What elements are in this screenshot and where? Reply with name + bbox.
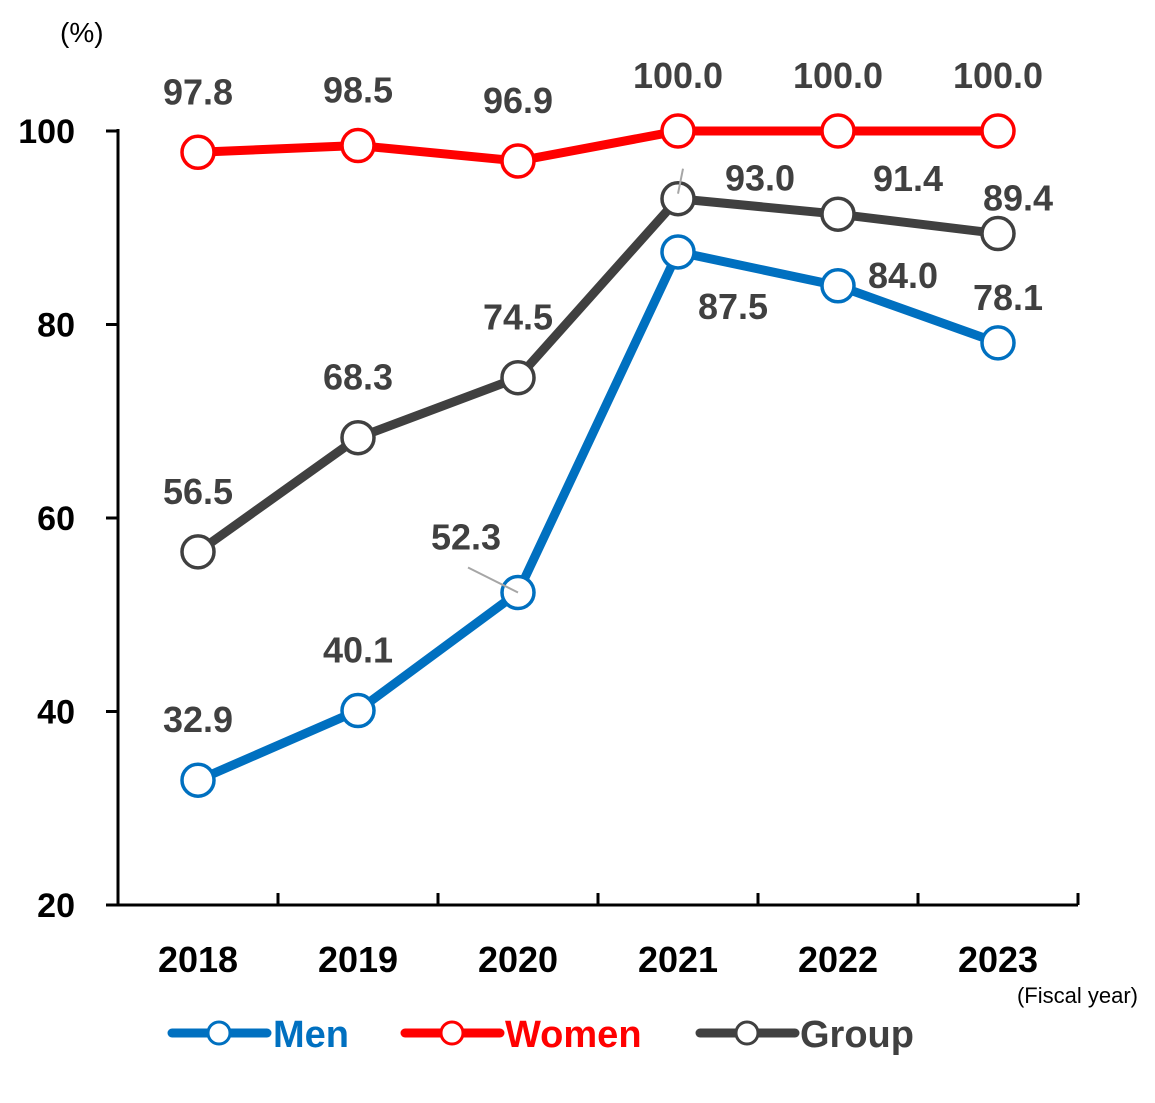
series-line-group: [193, 194, 1003, 557]
legend-label-men: Men: [273, 1014, 349, 1056]
data-point-men: [660, 234, 696, 270]
legend-marker-men: [206, 1020, 232, 1046]
y-tick-label: 100: [18, 113, 75, 151]
data-label-women: 97.8: [163, 71, 233, 112]
data-label-men: 78.1: [973, 277, 1043, 318]
data-point-men: [180, 762, 216, 798]
data-point-women: [180, 134, 216, 171]
data-point-women: [340, 127, 376, 164]
leader-line-group: [677, 168, 684, 194]
data-point-group: [660, 180, 696, 217]
data-point-women: [500, 143, 536, 179]
data-label-men: 32.9: [163, 699, 233, 740]
data-point-group: [180, 534, 216, 570]
data-label-group: 68.3: [323, 357, 393, 398]
x-axis-unit-label: (Fiscal year): [1017, 983, 1138, 1008]
data-point-group: [500, 359, 536, 396]
data-point-men: [340, 692, 376, 729]
data-label-group: 74.5: [483, 297, 553, 338]
data-label-women: 96.9: [483, 80, 553, 121]
data-label-group: 56.5: [163, 471, 233, 512]
data-label-men: 87.5: [698, 286, 768, 327]
data-label-women: 100.0: [633, 55, 723, 96]
x-tick-label: 2021: [638, 939, 718, 980]
data-point-women: [980, 113, 1016, 149]
data-label-men: 40.1: [323, 630, 393, 671]
data-label-women: 100.0: [793, 55, 883, 96]
data-point-group: [340, 419, 376, 456]
series-layer: [180, 113, 1016, 798]
data-label-group: 93.0: [725, 158, 795, 199]
data-point-men: [820, 268, 856, 304]
legend-label-group: Group: [800, 1014, 914, 1056]
legend-marker-group: [734, 1020, 760, 1046]
data-label-women: 98.5: [323, 70, 393, 111]
legend-label-women: Women: [505, 1014, 642, 1056]
x-tick-label: 2022: [798, 939, 878, 980]
data-label-men: 52.3: [431, 516, 501, 557]
y-tick-label: 60: [37, 500, 75, 538]
y-axis-unit-label: (%): [60, 17, 104, 48]
series-line-women: [193, 126, 1003, 166]
x-tick-label: 2020: [478, 939, 558, 980]
data-point-group: [820, 196, 856, 232]
data-labels-layer: 32.9 40.1 52.3 87.5 84.0 78.1 97.8 98.5 96.9 100.…: [163, 55, 1053, 740]
y-tick-label: 80: [37, 307, 75, 345]
data-point-group: [980, 215, 1016, 252]
leader-line-men: [467, 566, 519, 594]
series-line-men: [193, 247, 1003, 785]
legend: Men Women Group: [167, 1014, 914, 1056]
x-tick-label: 2018: [158, 939, 238, 980]
data-label-group: 91.4: [873, 158, 943, 199]
data-label-group: 89.4: [983, 178, 1053, 219]
x-tick-label: 2023: [958, 939, 1038, 980]
axes: (%) (Fiscal year) 20 40 60 80 100 2018 2019 202…: [18, 17, 1138, 1008]
legend-marker-women: [439, 1020, 465, 1046]
data-label-men: 84.0: [868, 255, 938, 296]
y-tick-label: 20: [37, 887, 75, 925]
x-tick-label: 2019: [318, 939, 398, 980]
y-tick-label: 40: [37, 694, 75, 732]
data-point-women: [820, 113, 856, 149]
data-point-women: [660, 113, 696, 149]
data-label-women: 100.0: [953, 55, 1043, 96]
data-point-men: [980, 325, 1016, 361]
